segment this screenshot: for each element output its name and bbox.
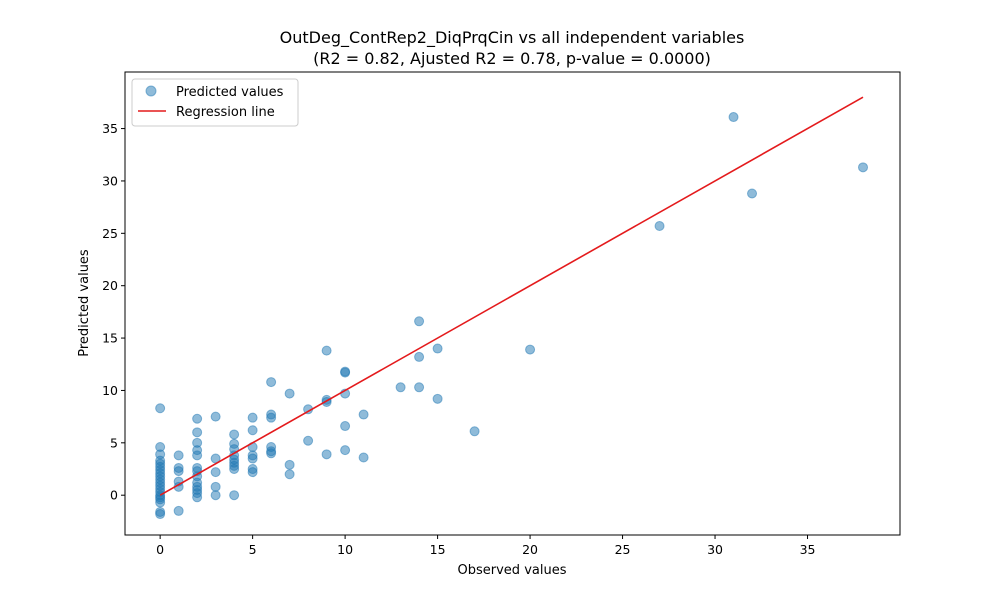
scatter-point [469,426,480,437]
y-tick-label: 10 [102,383,118,398]
scatter-point [155,509,166,520]
legend-label-predicted: Predicted values [176,85,284,100]
x-tick-label: 5 [249,542,257,557]
y-tick-label: 25 [102,226,118,241]
scatter-point [284,469,295,480]
scatter-point [229,464,240,475]
x-tick-label: 0 [156,542,164,557]
scatter-point [414,316,425,327]
scatter-point [210,490,221,501]
scatter-point [247,425,258,436]
scatter-point [247,453,258,464]
scatter-point [210,481,221,492]
scatter-point [340,421,351,432]
x-tick-label: 20 [522,542,538,557]
y-axis-label: Predicted values [77,249,92,357]
scatter-point [210,467,221,478]
scatter-point [155,403,166,414]
y-tick-label: 5 [110,435,118,450]
scatter-point [414,351,425,362]
scatter-point [432,343,443,354]
scatter-point [728,112,739,123]
y-tick-label: 0 [110,488,118,503]
legend-box [131,78,299,127]
y-tick-label: 20 [102,278,118,293]
scatter-point [395,382,406,393]
scatter-point [229,490,240,501]
scatter-point [284,388,295,399]
scatter-point [358,409,369,420]
plot-frame [124,71,901,536]
chart-title: OutDeg_ContRep2_DiqPrqCin vs all indepen… [280,28,745,48]
scatter-point [414,382,425,393]
scatter-point [266,377,277,388]
x-tick-label: 35 [800,542,816,557]
scatter-point [192,450,203,461]
y-tick-label: 35 [102,121,118,136]
x-tick-label: 10 [337,542,353,557]
scatter-point [358,452,369,463]
scatter-point [340,367,351,378]
scatter-point [192,492,203,503]
x-tick-label: 25 [615,542,631,557]
scatter-point [210,411,221,422]
scatter-point [155,497,166,508]
scatter-point [266,448,277,459]
scatter-point [173,505,184,516]
scatter-point [192,427,203,438]
scatter-point [173,466,184,477]
scatter-point [525,344,536,355]
x-axis-ticks: 0 5 10 15 20 25 30 35 [156,535,815,557]
scatter-point [321,449,332,460]
scatter-point [284,459,295,470]
scatter-point [747,188,758,199]
scatter-point [303,435,314,446]
regression-line [159,96,864,496]
x-tick-label: 30 [707,542,723,557]
scatter-point [321,345,332,356]
y-axis-ticks: 0 5 10 15 20 25 30 35 [102,121,125,503]
scatter-point [432,393,443,404]
y-tick-label: 30 [102,173,118,188]
scatter-point [192,413,203,424]
legend-marker-predicted [145,85,157,97]
scatter-point [858,162,869,173]
scatter-point [340,445,351,456]
chart-subtitle: (R2 = 0.82, Ajusted R2 = 0.78, p-value =… [313,49,711,68]
scatter-point [229,429,240,440]
scatter-point [173,450,184,461]
scatter-point [654,220,665,231]
y-tick-label: 15 [102,331,118,346]
scatter-point [247,412,258,423]
scatter-points [155,112,869,520]
legend: Predicted values Regression line [131,78,299,127]
x-tick-label: 15 [430,542,446,557]
legend-label-regression: Regression line [176,105,275,120]
x-axis-label: Observed values [458,563,567,578]
scatter-point [247,467,258,478]
scatter-point [266,412,277,423]
regression-line-layer [159,96,864,496]
